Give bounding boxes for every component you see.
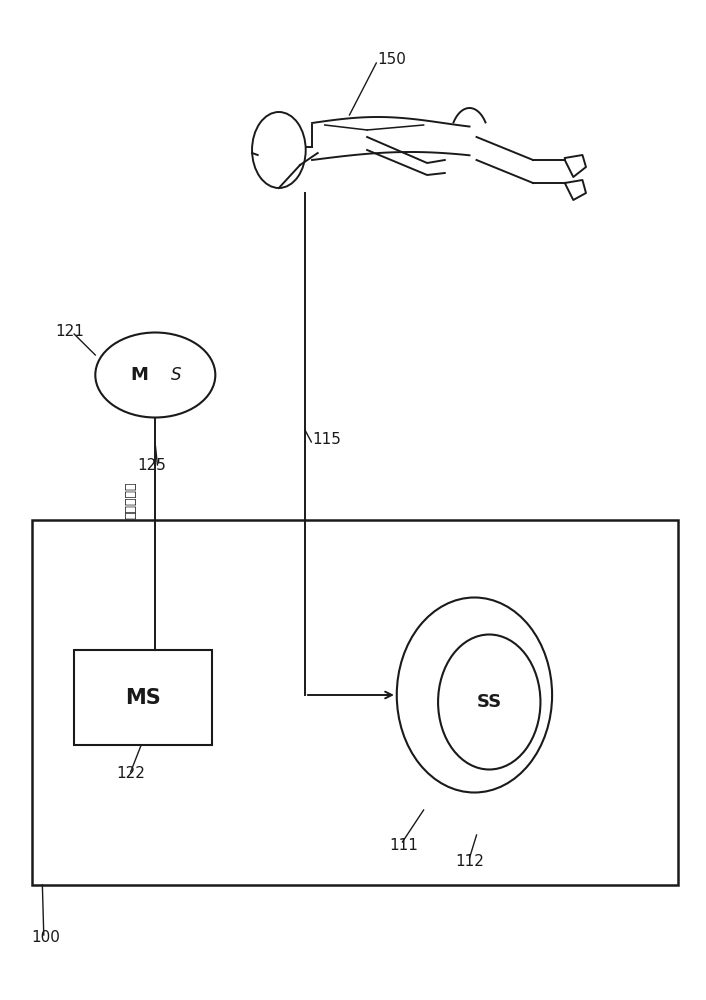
Text: M: M <box>131 366 149 384</box>
Text: MS: MS <box>125 688 161 708</box>
Text: 111: 111 <box>390 838 419 852</box>
Text: 125: 125 <box>138 458 167 473</box>
Text: 121: 121 <box>55 324 84 340</box>
Text: SS: SS <box>477 693 502 711</box>
Text: S: S <box>172 366 181 384</box>
Bar <box>74 650 212 745</box>
Bar <box>32 520 678 885</box>
Text: 100: 100 <box>32 930 61 946</box>
Text: 115: 115 <box>313 432 342 448</box>
Text: 122: 122 <box>116 766 145 780</box>
Text: 主流适配器: 主流适配器 <box>124 481 137 519</box>
Text: 150: 150 <box>378 52 407 68</box>
Text: 112: 112 <box>455 854 484 869</box>
